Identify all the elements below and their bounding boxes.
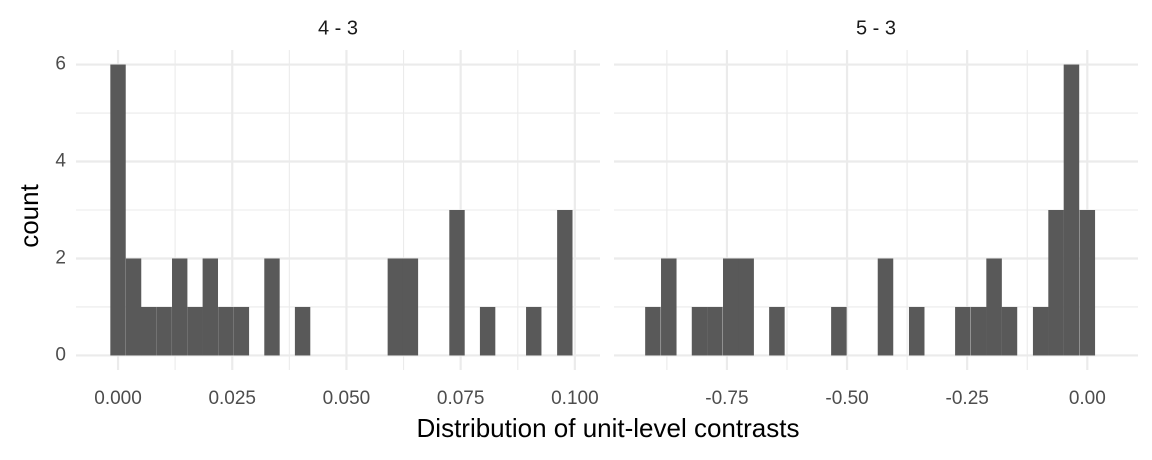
panel-2-bar-21: [970, 306, 987, 356]
panels-layer: 4 - 3 0.000 0.025 0.050 0.075 0.100 0 2 4 6 5 - 3 -…: [55, 17, 1138, 409]
panel-2-bar-6: [738, 258, 754, 356]
panel-1-bar-6: [202, 258, 219, 356]
panel-2-bar-3: [691, 306, 708, 356]
panel-2-bar-25: [1032, 306, 1049, 356]
panel-1-bar-12: [294, 306, 311, 356]
panel-1-bar-7: [218, 306, 234, 356]
panel-1-bar-27: [526, 306, 542, 356]
panel-1-bar-8: [233, 306, 250, 356]
panel-2-bar-5: [723, 258, 739, 356]
panel-2-bar-8: [769, 306, 785, 356]
panel-1-bar-10: [264, 258, 280, 356]
panel-1-title: 4 - 3: [318, 17, 358, 39]
panel-1-bar-4: [172, 258, 188, 356]
panel-1-x-tick-label: 0.000: [94, 388, 142, 409]
panel-2-bar-22: [986, 258, 1002, 356]
panel-2-x-tick-label: -0.50: [825, 388, 868, 409]
panel-1-x-tick-label: 0.025: [208, 388, 256, 409]
y-tick-label: 0: [55, 344, 66, 365]
y-axis-title: count: [14, 183, 44, 247]
panel-2-x-tick-label: -0.75: [705, 388, 748, 409]
panel-1-bar-29: [557, 210, 573, 356]
panel-2-x-tick-label: -0.25: [946, 388, 989, 409]
panel-1-bar-19: [402, 258, 419, 356]
panel-1: 4 - 3 0.000 0.025 0.050 0.075 0.100 0 2 4 6: [55, 17, 600, 409]
panel-2-bar-20: [955, 306, 971, 356]
y-tick-label: 4: [55, 151, 66, 172]
x-axis-title: Distribution of unit-level contrasts: [417, 413, 800, 443]
panel-2: 5 - 3 -0.75 -0.50 -0.25 0.00: [614, 17, 1138, 409]
y-tick-label: 6: [55, 54, 66, 75]
panel-2-bar-17: [908, 306, 925, 356]
panel-1-bar-3: [156, 306, 172, 356]
panel-1-bar-0: [110, 64, 126, 356]
panel-2-bar-23: [1001, 306, 1018, 356]
panel-2-bar-4: [707, 306, 723, 356]
panel-2-bar-26: [1048, 210, 1064, 356]
y-tick-label: 2: [55, 248, 66, 269]
panel-2-bar-1: [661, 258, 677, 356]
panel-2-title: 5 - 3: [856, 17, 896, 39]
panel-2-bar-0: [645, 306, 661, 356]
panel-1-x-tick-label: 0.100: [551, 388, 599, 409]
panel-1-bar-5: [187, 306, 203, 356]
panel-1-bar-2: [140, 306, 157, 356]
panel-1-bar-22: [449, 210, 465, 356]
panel-1-x-tick-label: 0.050: [323, 388, 371, 409]
panel-1-bar-1: [125, 258, 142, 356]
panel-2-x-tick-label: 0.00: [1069, 388, 1106, 409]
panel-1-bar-24: [479, 306, 496, 356]
panel-2-bar-12: [831, 306, 847, 356]
panel-2-bar-15: [877, 258, 894, 356]
panel-1-bar-18: [387, 258, 404, 356]
panel-2-bar-28: [1079, 210, 1096, 356]
panel-2-bar-27: [1063, 64, 1080, 356]
panel-1-x-tick-label: 0.075: [437, 388, 485, 409]
